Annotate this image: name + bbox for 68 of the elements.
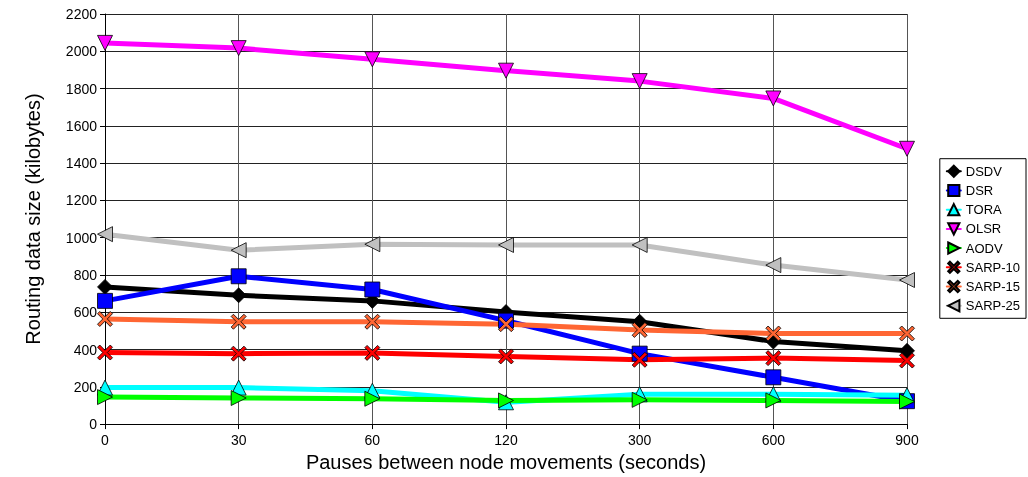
x-tick-label: 0 xyxy=(101,432,110,449)
point xyxy=(498,62,514,79)
point xyxy=(230,242,247,259)
legend-label: OLSR xyxy=(965,221,1002,237)
point xyxy=(230,268,247,285)
y-tick-label: 1000 xyxy=(65,229,98,246)
point xyxy=(631,351,648,368)
point xyxy=(899,325,915,342)
x-tick-label: 300 xyxy=(627,432,652,449)
point xyxy=(498,348,514,365)
y-tick-label: 2200 xyxy=(65,6,98,22)
point xyxy=(765,369,782,386)
point xyxy=(97,226,113,243)
point xyxy=(97,292,113,309)
point xyxy=(230,313,247,330)
point xyxy=(97,34,113,51)
y-tick-label: 1200 xyxy=(65,192,98,209)
y-tick-label: 1600 xyxy=(65,117,98,134)
x-tick-label: 60 xyxy=(364,432,381,449)
point xyxy=(364,313,381,330)
point xyxy=(364,51,381,68)
point xyxy=(765,325,782,342)
point xyxy=(498,237,514,253)
legend-label: DSR xyxy=(965,183,994,198)
y-tick-label: 600 xyxy=(73,304,98,321)
point xyxy=(97,344,113,361)
point xyxy=(631,391,648,408)
point xyxy=(230,40,247,57)
x-tick-label: 30 xyxy=(230,432,247,449)
point xyxy=(97,389,113,405)
legend-label: SARP-15 xyxy=(965,279,1021,294)
x-tick-label: 120 xyxy=(494,432,518,449)
point xyxy=(230,390,247,406)
point xyxy=(765,392,782,409)
point xyxy=(364,236,381,253)
y-tick-label: 2000 xyxy=(65,43,98,60)
y-axis-title: Routing data size (kilobytes) xyxy=(22,93,44,345)
point xyxy=(765,257,782,273)
point xyxy=(765,350,782,367)
point xyxy=(631,73,648,90)
legend-label: SARP-10 xyxy=(965,259,1021,275)
legend-label: TORA xyxy=(965,202,1003,218)
x-tick-label: 900 xyxy=(895,432,919,449)
point xyxy=(230,345,247,362)
point xyxy=(364,281,381,298)
point xyxy=(899,140,915,157)
point xyxy=(899,342,915,359)
point xyxy=(498,316,514,333)
y-tick-label: 1800 xyxy=(65,80,98,97)
legend-label: AODV xyxy=(965,240,1003,256)
legend-label: DSDV xyxy=(965,163,1003,179)
x-axis-title: Pauses between node movements (seconds) xyxy=(305,451,707,473)
x-tick-label: 600 xyxy=(761,432,786,449)
point xyxy=(364,344,381,361)
legend-label: SARP-25 xyxy=(965,298,1021,314)
y-tick-label: 1400 xyxy=(65,155,98,172)
y-tick-label: 800 xyxy=(73,266,98,283)
y-tick-label: 400 xyxy=(73,341,98,358)
y-tick-label: 200 xyxy=(73,378,98,395)
point xyxy=(631,237,648,253)
point xyxy=(97,311,113,327)
point xyxy=(631,322,648,338)
point xyxy=(364,390,381,407)
point xyxy=(97,279,113,295)
y-tick-label: 0 xyxy=(89,416,98,433)
point xyxy=(765,90,782,107)
point xyxy=(899,352,915,369)
point xyxy=(899,272,915,288)
